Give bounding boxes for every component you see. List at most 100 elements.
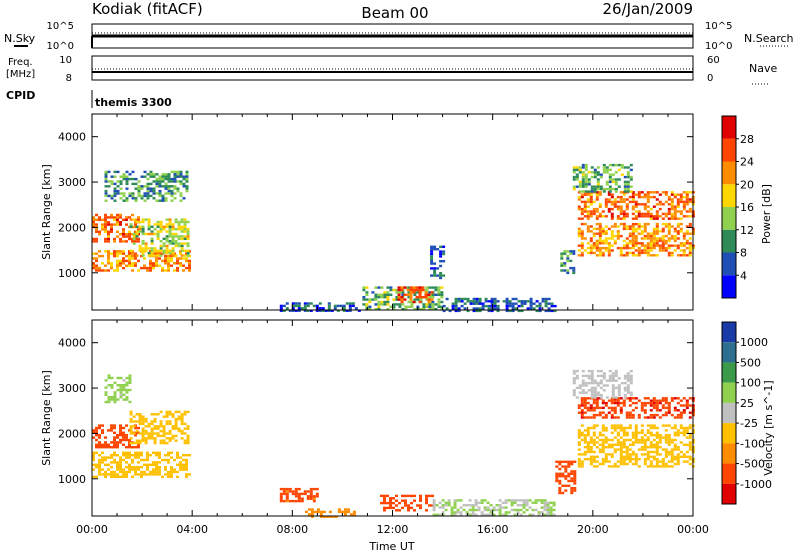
echo-cell xyxy=(457,309,461,313)
echo-cell xyxy=(110,228,113,231)
echo-cell xyxy=(380,501,383,505)
echo-cell xyxy=(649,462,653,466)
echo-cell xyxy=(107,216,110,219)
echo-cell xyxy=(628,438,632,442)
echo-cell xyxy=(165,415,169,418)
echo-cell xyxy=(601,429,605,432)
echo-cell xyxy=(164,197,168,200)
echo-cell xyxy=(544,300,548,303)
echo-cell xyxy=(168,232,172,236)
echo-cell xyxy=(655,458,659,461)
echo-cell xyxy=(593,389,597,392)
echo-cell xyxy=(505,309,509,313)
echo-cell xyxy=(679,411,683,414)
echo-cell xyxy=(664,413,668,417)
echo-cell xyxy=(294,309,298,312)
echo-cell xyxy=(158,456,161,459)
power-x-ticks xyxy=(91,114,694,310)
echo-cell xyxy=(670,455,674,458)
echo-cell xyxy=(125,254,128,258)
echo-cell xyxy=(383,497,386,500)
echo-cell xyxy=(558,489,562,492)
echo-cell xyxy=(608,175,612,179)
x-tick-label: 16:00 xyxy=(477,523,509,536)
echo-cell xyxy=(177,242,181,245)
echo-cell xyxy=(155,454,158,457)
echo-cell xyxy=(586,210,590,213)
echo-cell xyxy=(643,195,647,199)
echo-cell xyxy=(432,513,436,516)
echo-cell xyxy=(628,200,632,204)
y-tick-label: 2000 xyxy=(58,221,86,234)
echo-cell xyxy=(128,441,131,444)
colorbar-tick-label: 12 xyxy=(740,224,754,237)
echo-cell xyxy=(107,443,110,446)
echo-cell xyxy=(468,504,472,507)
echo-cell xyxy=(330,309,334,312)
echo-cell xyxy=(626,187,630,191)
echo-cell xyxy=(577,429,581,432)
echo-cell xyxy=(171,415,175,418)
echo-cell xyxy=(421,286,425,289)
echo-cell xyxy=(601,254,605,257)
echo-cell xyxy=(601,460,605,463)
echo-cell xyxy=(652,230,656,233)
echo-cell xyxy=(655,426,659,430)
echo-cell xyxy=(161,175,165,178)
echo-cell xyxy=(122,431,125,434)
echo-cell xyxy=(652,227,656,231)
echo-cell xyxy=(442,252,446,256)
echo-cell xyxy=(658,249,662,252)
echo-cell xyxy=(147,218,151,221)
echo-cell xyxy=(110,252,113,255)
echo-cell xyxy=(188,269,191,272)
echo-cell xyxy=(623,175,627,179)
echo-cell xyxy=(595,195,599,199)
echo-cell xyxy=(440,305,444,308)
echo-cell xyxy=(608,168,612,172)
echo-cell xyxy=(673,458,677,461)
echo-cell xyxy=(670,450,674,454)
echo-cell xyxy=(589,426,593,430)
echo-cell xyxy=(590,166,594,169)
echo-cell xyxy=(179,257,182,260)
echo-cell xyxy=(371,291,375,294)
echo-cell xyxy=(652,426,656,430)
echo-cell xyxy=(113,470,116,474)
echo-cell xyxy=(682,411,686,414)
echo-cell xyxy=(561,465,565,468)
echo-cell xyxy=(688,200,692,204)
echo-cell xyxy=(558,460,562,463)
cpid-strip: CPID themis 3300 xyxy=(6,89,172,109)
colorbar-segment xyxy=(722,275,736,298)
echo-cell xyxy=(125,391,129,394)
echo-cell xyxy=(590,396,594,399)
echo-cell xyxy=(131,240,134,243)
echo-cell xyxy=(122,175,126,178)
echo-cell xyxy=(610,416,614,419)
echo-cell xyxy=(583,406,587,410)
echo-cell xyxy=(129,420,133,423)
echo-cell xyxy=(176,463,179,466)
echo-cell xyxy=(174,425,178,428)
echo-cell xyxy=(592,441,596,444)
echo-cell xyxy=(652,465,656,468)
echo-cell xyxy=(637,254,641,257)
echo-cell xyxy=(685,193,689,196)
echo-cell xyxy=(658,203,662,206)
echo-cell xyxy=(676,409,680,412)
nave-tick-bottom: 0 xyxy=(707,73,713,84)
echo-cell xyxy=(619,397,623,400)
echo-cell xyxy=(605,183,609,186)
echo-cell xyxy=(430,298,434,301)
echo-cell xyxy=(646,465,650,468)
echo-cell xyxy=(98,230,101,233)
echo-cell xyxy=(179,180,183,183)
echo-cell xyxy=(637,203,641,206)
echo-cell xyxy=(577,448,581,451)
echo-cell xyxy=(155,173,159,176)
echo-cell xyxy=(646,215,650,218)
echo-cell xyxy=(134,257,137,260)
echo-cell xyxy=(580,207,584,211)
